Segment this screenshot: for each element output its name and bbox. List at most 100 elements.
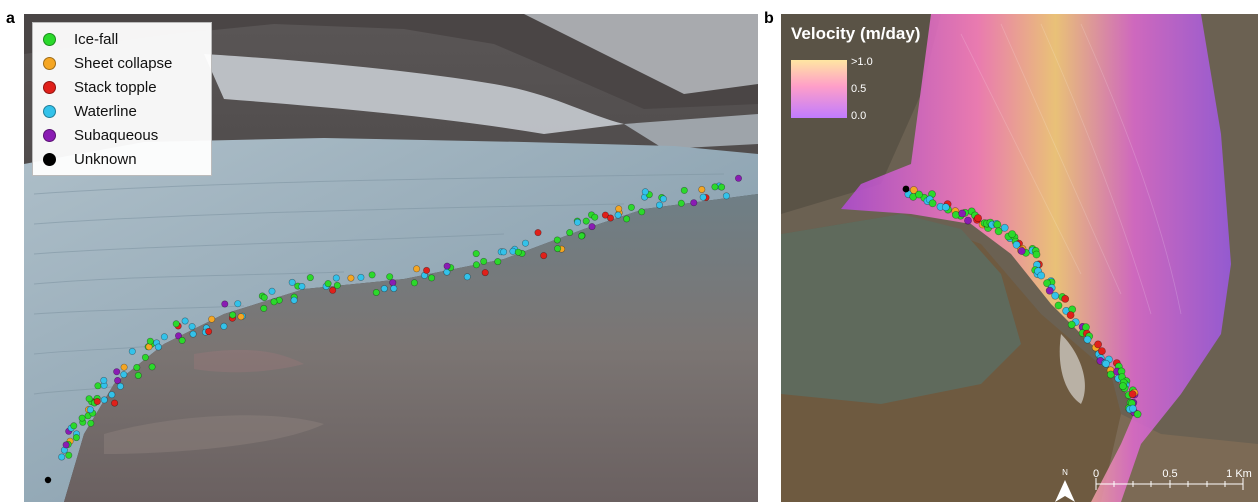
sheet-collapse-marker-icon <box>43 56 56 70</box>
event-marker <box>1067 320 1076 329</box>
event-marker <box>175 332 183 340</box>
scale-label-mid: 0.5 <box>1162 468 1177 480</box>
event-marker <box>229 311 237 319</box>
event-marker <box>172 320 180 328</box>
event-marker <box>1097 347 1106 355</box>
event-marker <box>500 248 508 256</box>
panel-a-letter: a <box>6 10 15 27</box>
legend-label: Sheet collapse <box>74 54 173 72</box>
event-marker <box>588 223 596 231</box>
legend-item-sheet-collapse: Sheet collapse <box>43 53 172 73</box>
velocity-tick-mid: 0.5 <box>851 83 867 95</box>
velocity-map: N 0 0.5 1 Km <box>781 14 1258 502</box>
event-marker <box>481 269 489 277</box>
stack-topple-marker-icon <box>43 80 56 94</box>
legend-item-waterline: Waterline <box>43 101 137 121</box>
event-marker <box>390 284 398 292</box>
event-marker <box>329 286 337 294</box>
event-marker <box>578 232 586 240</box>
event-marker <box>160 333 168 341</box>
event-type-legend: Ice-fall Sheet collapse Stack topple Wat… <box>32 22 212 176</box>
unknown-event-marker <box>44 476 52 484</box>
event-marker <box>268 287 276 295</box>
velocity-tick-max: >1.0 <box>851 56 873 68</box>
event-marker <box>443 262 451 270</box>
north-label: N <box>1062 468 1068 477</box>
legend-label: Subaqueous <box>74 126 159 144</box>
event-marker <box>1043 279 1051 288</box>
event-marker <box>93 397 101 405</box>
event-marker <box>58 453 66 461</box>
event-marker <box>85 395 93 403</box>
event-marker <box>1045 286 1054 295</box>
event-marker <box>680 186 688 194</box>
waterline-marker-icon <box>43 104 56 118</box>
event-marker <box>993 220 1002 229</box>
event-marker <box>386 273 394 281</box>
event-marker <box>591 213 599 221</box>
unknown-marker-icon <box>43 152 56 166</box>
event-marker <box>413 265 421 273</box>
event-marker <box>86 406 94 414</box>
calving-event-markers <box>44 174 742 484</box>
event-marker <box>1102 359 1110 368</box>
event-marker <box>181 317 189 325</box>
event-marker <box>573 218 581 226</box>
event-marker <box>994 227 1003 236</box>
velocity-map-panel: N 0 0.5 1 Km Velocity (m/day) >1.0 0.5 0… <box>781 14 1258 502</box>
scale-label-end: 1 Km <box>1226 468 1252 480</box>
event-marker <box>909 186 918 194</box>
event-marker <box>554 245 562 253</box>
event-marker <box>623 215 631 223</box>
event-marker <box>116 382 124 390</box>
event-marker <box>655 201 663 209</box>
event-marker <box>677 199 685 207</box>
legend-item-subaqueous: Subaqueous <box>43 125 158 145</box>
event-marker <box>472 261 480 269</box>
event-marker <box>1032 250 1041 259</box>
event-marker <box>78 414 86 422</box>
event-marker <box>298 282 306 290</box>
glacier-photo <box>24 14 758 502</box>
event-marker <box>306 274 314 282</box>
event-marker <box>734 174 742 182</box>
event-marker <box>189 330 197 338</box>
north-arrow-icon <box>1055 480 1075 502</box>
event-marker <box>941 203 950 212</box>
event-marker <box>722 192 730 200</box>
event-marker <box>514 248 522 256</box>
event-marker <box>65 451 73 459</box>
event-marker <box>534 229 542 237</box>
event-marker <box>606 214 614 222</box>
event-marker <box>133 363 141 371</box>
event-marker <box>553 236 561 244</box>
event-marker <box>964 216 972 225</box>
legend-item-ice-fall: Ice-fall <box>43 29 118 49</box>
event-marker <box>690 199 698 207</box>
legend-label: Stack topple <box>74 78 157 96</box>
event-marker <box>205 327 213 335</box>
event-marker <box>638 208 646 216</box>
event-marker <box>208 315 216 323</box>
event-marker <box>958 209 967 218</box>
subaqueous-marker-icon <box>43 128 56 142</box>
event-marker <box>120 363 128 371</box>
event-marker <box>347 274 355 282</box>
velocity-tick-min: 0.0 <box>851 110 867 122</box>
event-marker <box>324 280 332 288</box>
event-marker <box>114 376 122 384</box>
event-marker <box>87 419 95 427</box>
event-marker <box>698 186 706 194</box>
event-marker <box>1061 294 1070 303</box>
legend-item-stack-topple: Stack topple <box>43 77 157 97</box>
event-marker <box>146 337 154 345</box>
event-marker <box>566 229 574 237</box>
velocity-legend-title: Velocity (m/day) <box>791 24 921 43</box>
event-marker <box>711 183 719 191</box>
event-marker <box>1118 382 1127 390</box>
event-marker <box>260 293 268 301</box>
event-marker <box>1037 271 1046 280</box>
event-marker <box>288 278 296 286</box>
event-marker <box>134 371 142 379</box>
event-marker <box>494 258 502 266</box>
